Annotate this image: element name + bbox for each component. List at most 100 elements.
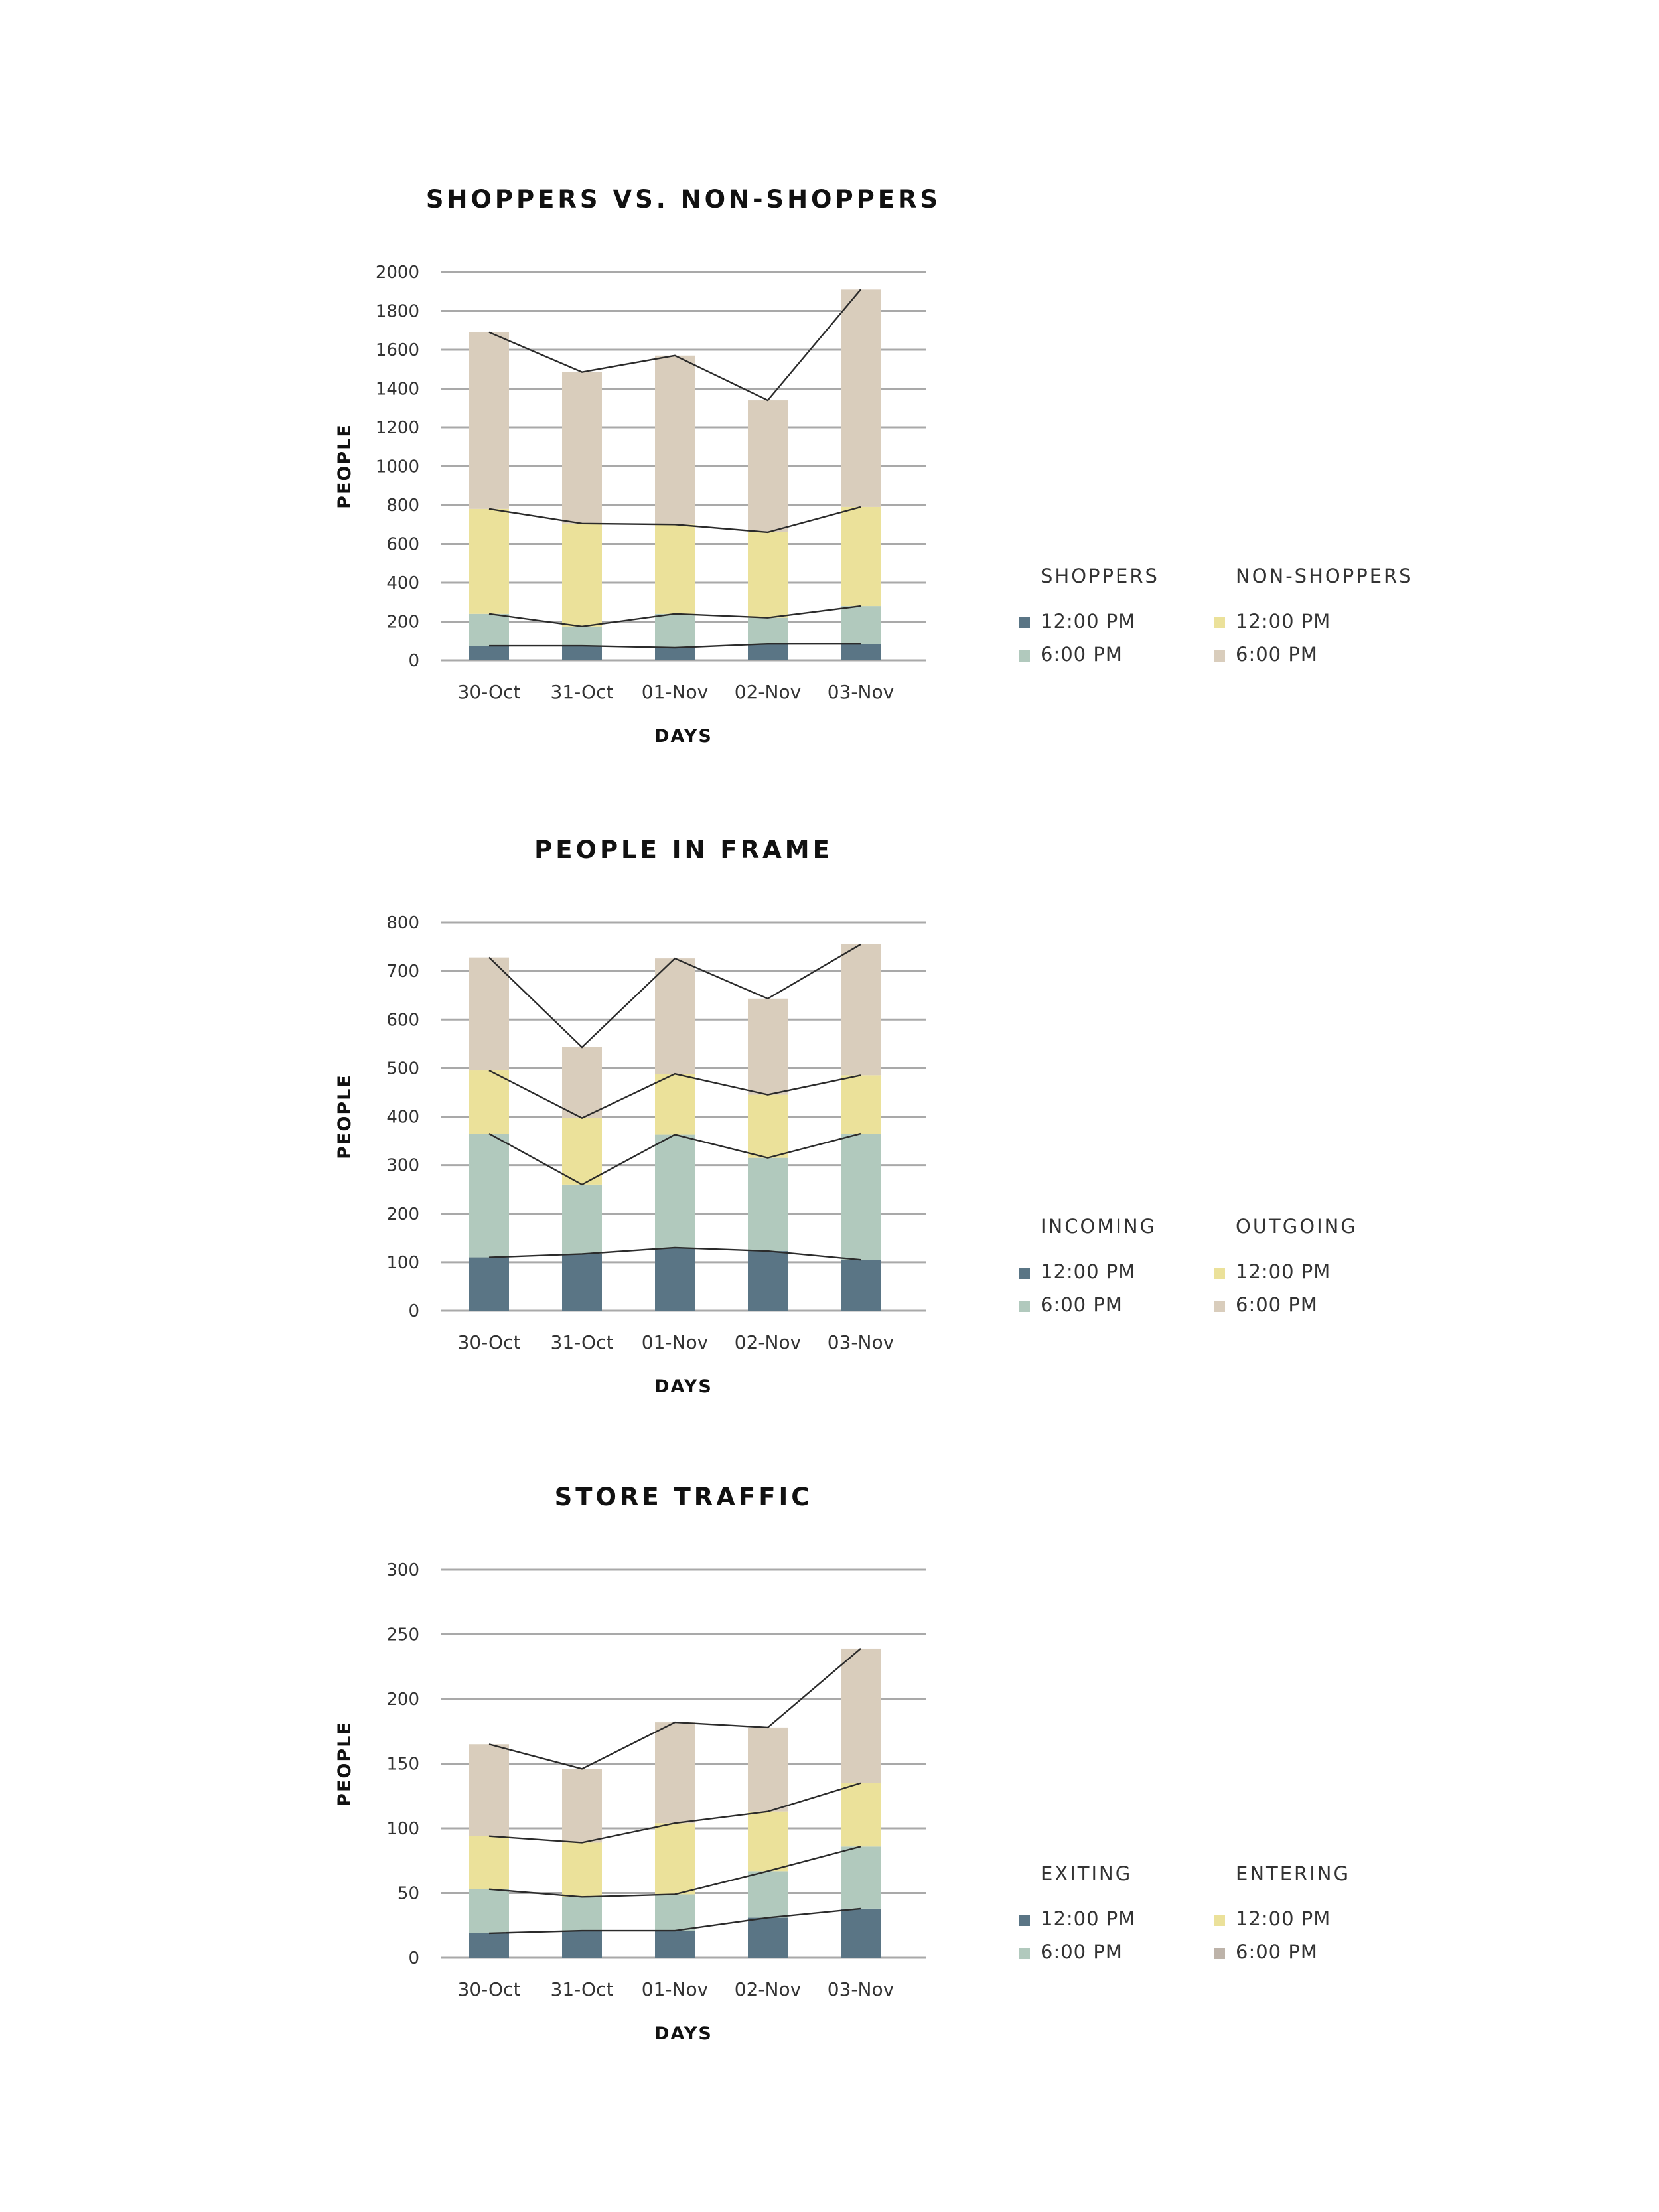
bar-segment xyxy=(469,613,509,646)
bar-segment xyxy=(655,647,695,660)
y-tick-label: 250 xyxy=(386,1625,419,1645)
bar-segment xyxy=(841,1783,881,1847)
bar-segment xyxy=(841,1134,881,1260)
bar-segment xyxy=(655,1894,695,1931)
chart-1-canvas: SHOPPERS VS. NON-SHOPPERS 0 200 400 600 800 10… xyxy=(334,185,1411,747)
y-tick-label: 600 xyxy=(386,1010,419,1030)
bar-segment xyxy=(562,1184,602,1254)
legend-label: 6:00 PM xyxy=(1236,643,1318,666)
chart-title: SHOPPERS VS. NON-SHOPPERS xyxy=(426,185,941,214)
legend-heading: INCOMING xyxy=(1041,1215,1157,1238)
bar-segment xyxy=(841,1260,881,1311)
legend-swatch xyxy=(1214,617,1225,628)
x-tick-label: 02-Nov xyxy=(735,1978,801,2000)
series-connector-line xyxy=(488,1132,861,1186)
legend-swatch xyxy=(1019,617,1030,628)
y-tick-label: 100 xyxy=(386,1253,419,1273)
y-tick-label: 300 xyxy=(386,1560,419,1580)
y-tick-label: 600 xyxy=(386,535,419,555)
legend-swatch xyxy=(1214,1301,1225,1312)
bar-segment xyxy=(469,1257,509,1311)
x-axis-label: DAYS xyxy=(654,1376,713,1397)
bar-segment xyxy=(748,532,788,618)
x-tick-label: 30-Oct xyxy=(458,681,521,703)
bar-segment xyxy=(748,617,788,644)
y-tick-label: 200 xyxy=(386,1690,419,1710)
series-connector-line xyxy=(488,1907,861,1935)
y-tick-label: 1200 xyxy=(376,418,419,438)
bar-segment xyxy=(655,1074,695,1135)
y-axis-label: PEOPLE xyxy=(334,1721,355,1806)
x-tick-label: 03-Nov xyxy=(828,1978,894,2000)
bar-segment xyxy=(562,626,602,646)
chart-people-in-frame: PEOPLE IN FRAME 0 100 200 300 400 500 600 700 800… xyxy=(0,650,1659,1397)
bar-segment xyxy=(655,613,695,648)
bar-segment xyxy=(748,998,788,1095)
y-tick-label: 1000 xyxy=(376,457,419,477)
series-connector-line xyxy=(488,1246,861,1261)
legend-heading: EXITING xyxy=(1041,1862,1132,1885)
series-connector-line xyxy=(488,943,861,1049)
bar-segment xyxy=(655,1823,695,1895)
legend-heading: OUTGOING xyxy=(1236,1215,1358,1238)
legend-swatch xyxy=(1019,1915,1030,1926)
legend-label: 12:00 PM xyxy=(1041,610,1135,632)
bar-segment xyxy=(469,646,509,660)
bar-segment xyxy=(841,606,881,644)
series-connector-line xyxy=(488,1782,861,1844)
bar-segment xyxy=(562,1842,602,1897)
bar-segment xyxy=(469,957,509,1071)
chart-store-traffic: STORE TRAFFIC 0 50 100 150 200 250 300 30-Oct 31-… xyxy=(0,1297,1659,2044)
y-tick-label: 0 xyxy=(408,1301,419,1321)
bar-segment xyxy=(841,506,881,607)
y-axis-label: PEOPLE xyxy=(334,423,355,509)
bar-segment xyxy=(841,1648,881,1783)
bar-segment xyxy=(562,1254,602,1311)
y-tick-label: 400 xyxy=(386,1108,419,1128)
y-axis-label: PEOPLE xyxy=(334,1074,355,1159)
series-connector-line xyxy=(489,642,861,649)
series-connector-line xyxy=(488,1069,861,1120)
bar-segment xyxy=(841,644,881,660)
x-tick-label: 02-Nov xyxy=(735,681,801,703)
bar-segment xyxy=(748,1917,788,1958)
y-tick-label: 50 xyxy=(397,1884,419,1904)
bar-segment xyxy=(841,1908,881,1958)
bar-segment xyxy=(655,524,695,614)
y-tick-label: 1800 xyxy=(376,302,419,322)
bar-segment xyxy=(562,523,602,627)
legend-label: 12:00 PM xyxy=(1236,1260,1331,1283)
legend-heading: SHOPPERS xyxy=(1041,565,1159,587)
y-tick-label: 1400 xyxy=(376,380,419,400)
x-tick-label: 31-Oct xyxy=(551,1331,614,1353)
y-tick-label: 800 xyxy=(386,496,419,516)
x-tick-label: 02-Nov xyxy=(735,1331,801,1353)
legend-heading: ENTERING xyxy=(1236,1862,1350,1885)
legend-label: 6:00 PM xyxy=(1041,1293,1123,1316)
y-tick-label: 0 xyxy=(408,651,419,671)
bar-segment xyxy=(748,1871,788,1918)
chart-title: STORE TRAFFIC xyxy=(555,1483,813,1511)
x-axis-label: DAYS xyxy=(654,2024,713,2044)
bar-segment xyxy=(562,646,602,660)
bar-segment xyxy=(562,1897,602,1931)
legend-swatch xyxy=(1019,1268,1030,1279)
legend-label: 12:00 PM xyxy=(1236,1907,1331,1930)
bar-segment xyxy=(841,1846,881,1909)
bar-segment xyxy=(748,1811,788,1872)
bar-segment xyxy=(562,1769,602,1843)
legend-swatch xyxy=(1214,1915,1225,1926)
bar-segment xyxy=(469,1070,509,1134)
x-tick-label: 01-Nov xyxy=(642,1978,708,2000)
bar-segment xyxy=(562,1118,602,1185)
bar-segment xyxy=(655,355,695,525)
x-tick-label: 30-Oct xyxy=(458,1331,521,1353)
y-tick-label: 300 xyxy=(386,1156,419,1176)
bar-segment xyxy=(748,1094,788,1158)
chart-shoppers-vs-non-shoppers: SHOPPERS VS. NON-SHOPPERS 0 200 400 600 800 10… xyxy=(0,0,1659,747)
x-tick-label: 03-Nov xyxy=(828,681,894,703)
bar-segment xyxy=(562,1931,602,1958)
bar-segment xyxy=(469,1744,509,1836)
bar-segment xyxy=(469,1836,509,1889)
legend-swatch xyxy=(1019,650,1030,662)
